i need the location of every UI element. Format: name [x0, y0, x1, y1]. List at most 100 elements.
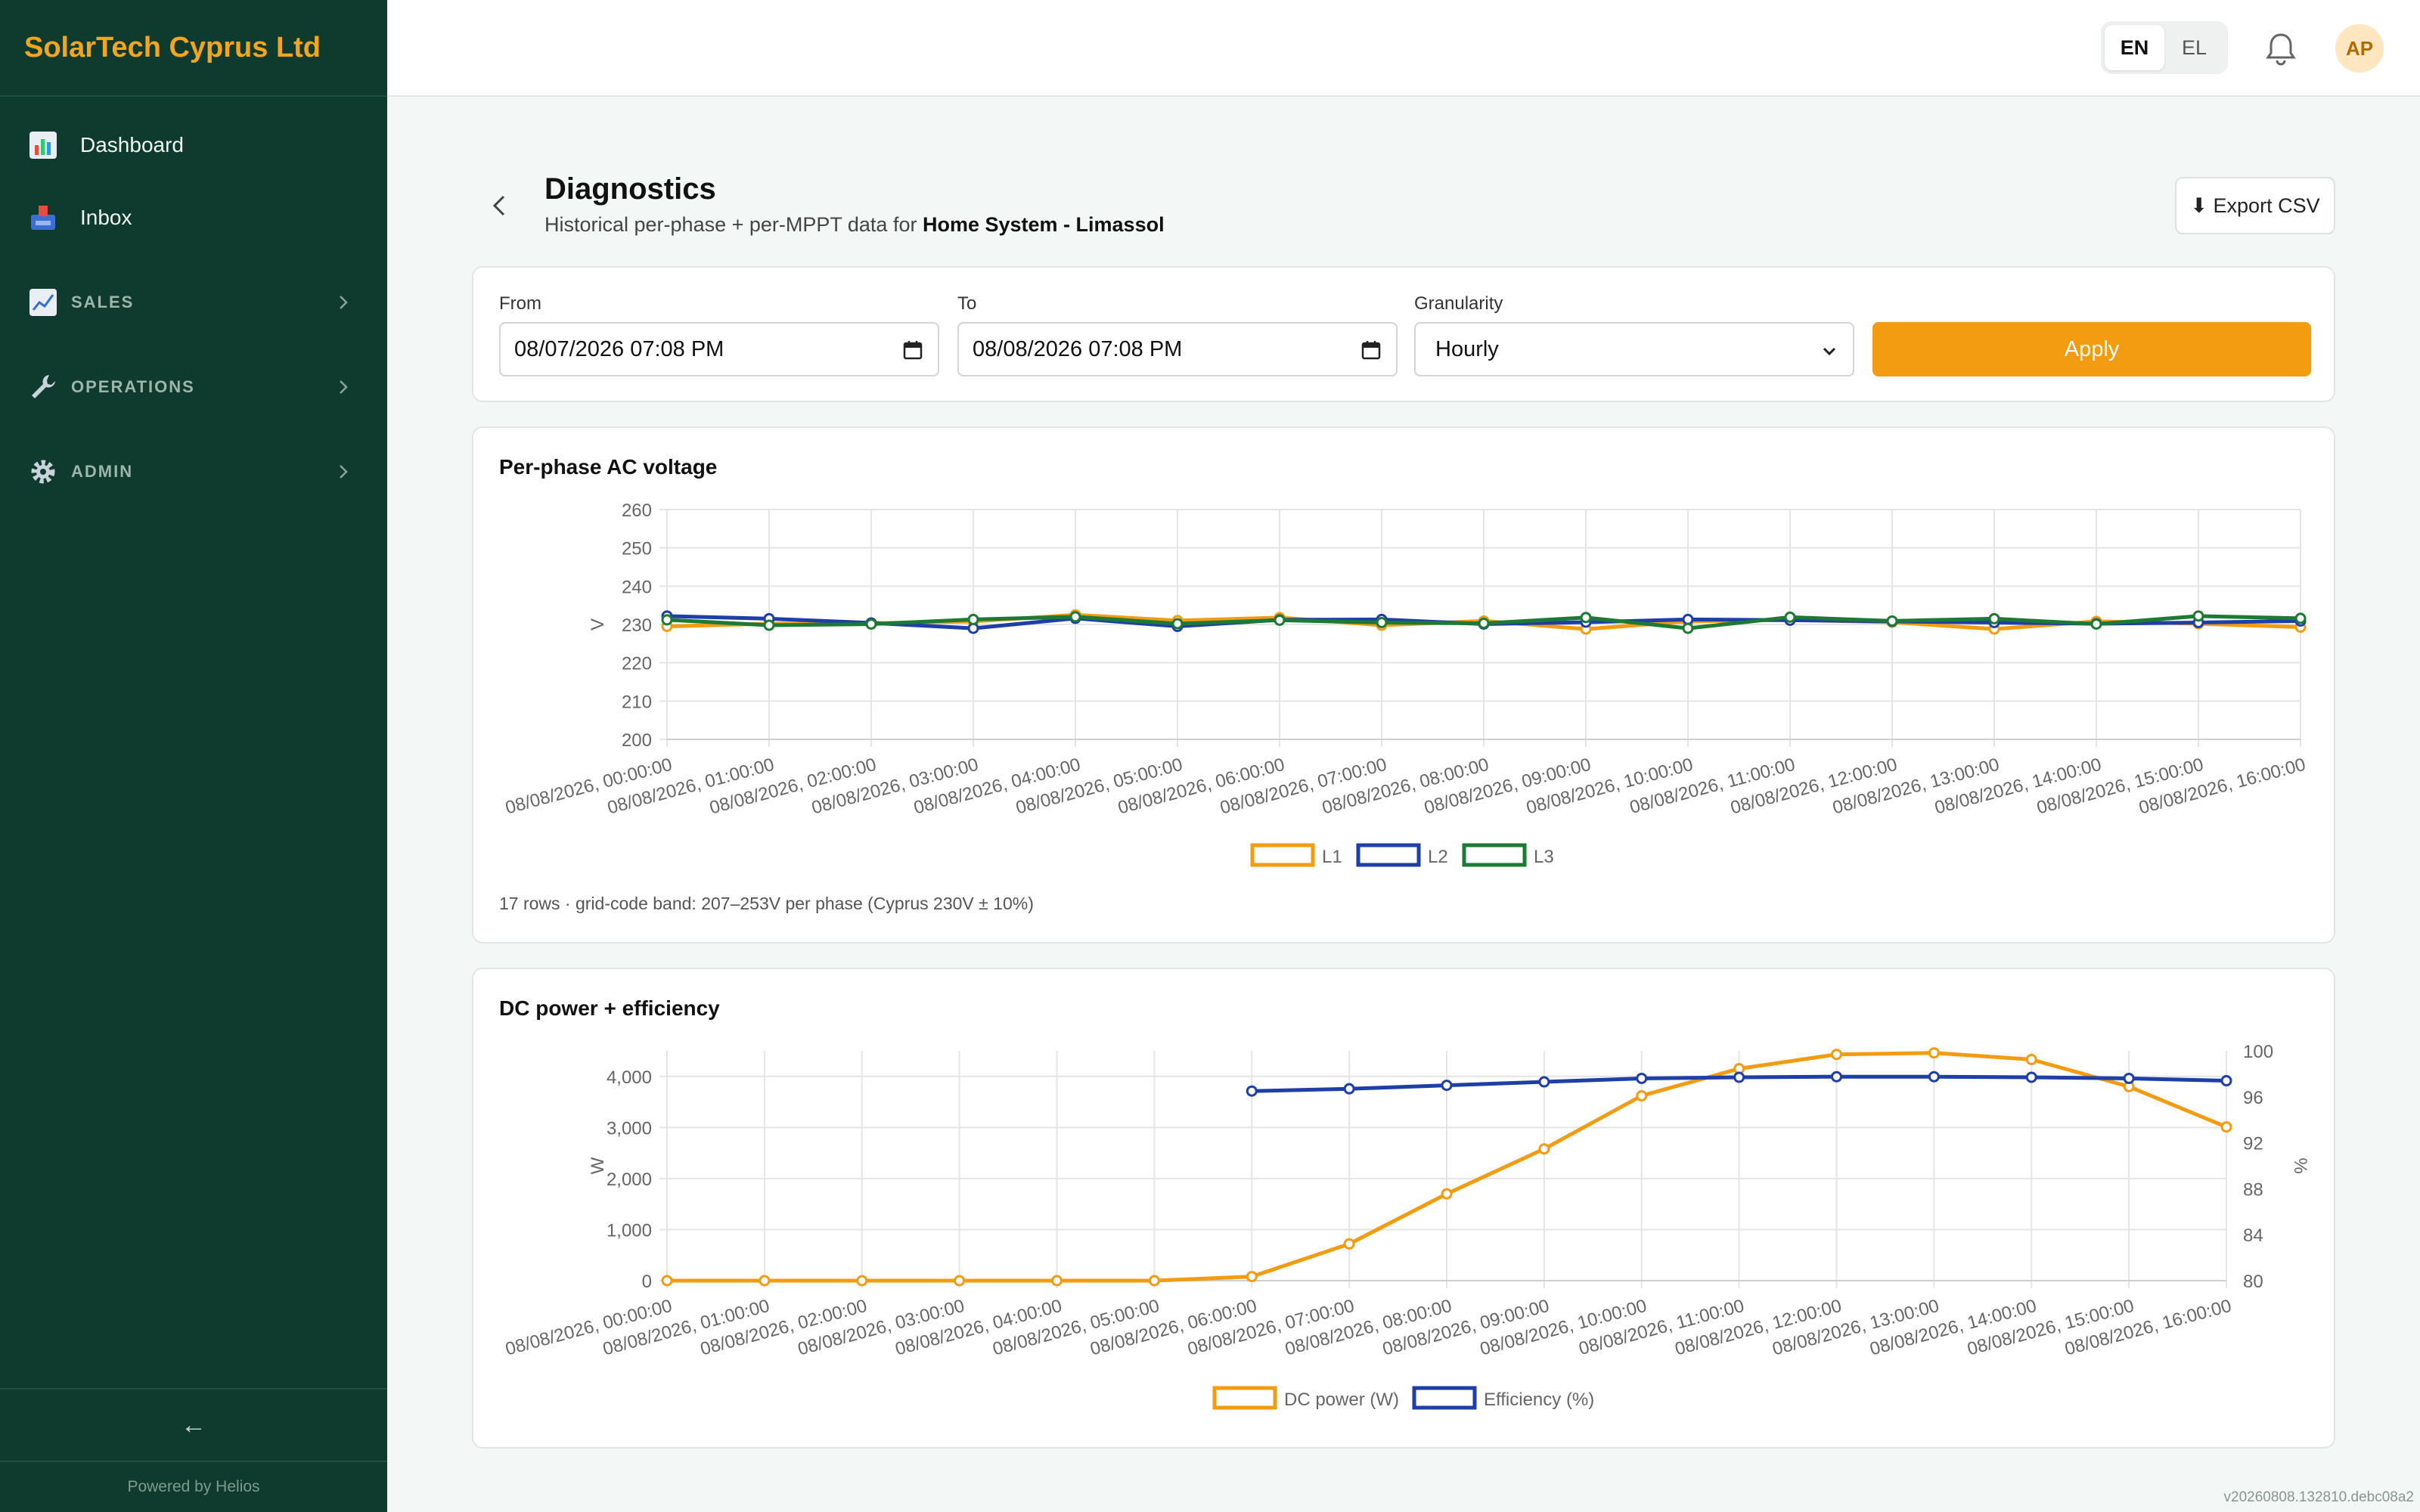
y-tick-label: 250: [622, 539, 652, 559]
page-title: Diagnostics: [544, 172, 716, 206]
collapse-sidebar-button[interactable]: ←: [0, 1388, 387, 1462]
from-label: From: [499, 293, 541, 314]
data-point: [1478, 617, 1490, 629]
data-point: [1051, 1275, 1063, 1287]
sidebar-section-label: ADMIN: [71, 462, 134, 481]
data-point: [759, 1275, 771, 1287]
data-point: [1441, 1188, 1453, 1200]
system-name: Home System - Limassol: [922, 213, 1165, 236]
data-point: [865, 618, 877, 630]
data-point: [1928, 1047, 1940, 1059]
y-axis-title: W: [588, 1157, 608, 1174]
y2-tick-label: 92: [2243, 1134, 2263, 1154]
y-tick-label: 3,000: [607, 1118, 652, 1139]
data-point: [2025, 1071, 2037, 1083]
data-point: [1928, 1070, 1940, 1083]
data-point: [1636, 1089, 1648, 1101]
language-switcher: EN EL: [2101, 21, 2228, 74]
sidebar-item-label: Dashboard: [80, 133, 184, 156]
back-button[interactable]: [484, 189, 514, 222]
data-point: [1246, 1085, 1258, 1097]
data-point: [1538, 1143, 1550, 1155]
y-tick-label: 230: [622, 615, 652, 636]
chevron-down-icon: [1820, 342, 1839, 361]
lang-en-button[interactable]: EN: [2105, 25, 2164, 70]
calendar-icon[interactable]: [1360, 339, 1382, 361]
y2-tick-label: 100: [2243, 1042, 2273, 1062]
y-tick-label: 200: [622, 730, 652, 751]
to-label: To: [957, 293, 977, 314]
data-point: [1733, 1071, 1745, 1083]
calendar-icon[interactable]: [901, 339, 924, 361]
data-point: [763, 619, 775, 631]
powered-by: Powered by Helios: [127, 1478, 260, 1495]
y2-axis-title: %: [2290, 1157, 2310, 1173]
legend-label: L3: [1534, 847, 1554, 867]
y-tick-label: 220: [622, 654, 652, 674]
version-label: v20260808.132810.debc08a2: [2223, 1489, 2414, 1505]
y-tick-label: 260: [622, 500, 652, 521]
card-title: Per-phase AC voltage: [499, 455, 718, 479]
data-point: [1538, 1076, 1550, 1088]
bell-icon[interactable]: [2261, 29, 2301, 68]
data-point: [1831, 1049, 1842, 1061]
data-point: [954, 1275, 966, 1287]
data-point: [2123, 1072, 2135, 1084]
legend-label: Efficiency (%): [1484, 1390, 1594, 1410]
sidebar-item-inbox[interactable]: Inbox: [0, 181, 387, 254]
sidebar-section-operations[interactable]: OPERATIONS: [0, 345, 387, 429]
sidebar-item-dashboard[interactable]: Dashboard: [0, 109, 387, 181]
granularity-select[interactable]: Hourly: [1414, 322, 1854, 376]
data-point: [1148, 1275, 1160, 1287]
legend-label: L1: [1322, 847, 1342, 867]
apply-button[interactable]: Apply: [1872, 322, 2311, 376]
data-point: [2090, 618, 2102, 630]
data-point: [1274, 614, 1286, 626]
lang-el-button[interactable]: EL: [2181, 36, 2207, 59]
voltage-chart-card: Per-phase AC voltage 200 210 220 230 240 250 2…: [472, 426, 2335, 943]
granularity-label: Granularity: [1414, 293, 1503, 314]
to-date-value: 08/08/2026 07:08 PM: [973, 336, 1183, 361]
data-point: [2220, 1075, 2232, 1087]
data-point: [2220, 1121, 2232, 1133]
sidebar-section-label: SALES: [71, 293, 135, 311]
data-point: [1682, 622, 1694, 634]
data-point: [1343, 1238, 1355, 1250]
y-tick-label: 240: [622, 577, 652, 597]
chart-note: 17 rows · grid-code band: 207–253V per p…: [499, 894, 1034, 913]
inbox-icon: [27, 202, 59, 234]
data-point: [1831, 1070, 1842, 1083]
from-date-input[interactable]: 08/07/2026 07:08 PM: [499, 322, 939, 376]
brand-logo[interactable]: SolarTech Cyprus Ltd: [0, 0, 387, 97]
legend-swatch: [1356, 843, 1421, 867]
avatar[interactable]: AP: [2335, 24, 2384, 73]
to-date-input[interactable]: 08/08/2026 07:08 PM: [957, 322, 1398, 376]
data-point: [1343, 1083, 1355, 1095]
legend-swatch: [1212, 1386, 1277, 1410]
granularity-value: Hourly: [1435, 336, 1499, 361]
data-point: [2025, 1053, 2037, 1065]
data-point: [1886, 615, 1898, 627]
sidebar-section-admin[interactable]: ADMIN: [0, 429, 387, 514]
from-date-value: 08/07/2026 07:08 PM: [514, 336, 724, 361]
sidebar-section-sales[interactable]: SALES: [0, 260, 387, 345]
legend-swatch: [1250, 843, 1315, 867]
data-point: [1069, 611, 1081, 623]
data-point: [1246, 1271, 1258, 1283]
page-subtitle: Historical per-phase + per-MPPT data for…: [544, 213, 1165, 237]
data-point: [2192, 610, 2204, 622]
y2-tick-label: 80: [2243, 1272, 2263, 1292]
data-point: [1171, 618, 1184, 630]
gear-icon: [27, 456, 59, 488]
data-point: [1580, 612, 1592, 624]
y-tick-label: 2,000: [607, 1170, 652, 1190]
y-tick-label: 1,000: [607, 1220, 652, 1241]
y-axis-title: V: [588, 618, 608, 631]
data-point: [661, 1275, 673, 1287]
filters-card: From 08/07/2026 07:08 PM To 08/08/2026 0…: [472, 266, 2335, 402]
subtitle-text: Historical per-phase + per-MPPT data for: [544, 213, 923, 236]
data-point: [2294, 612, 2307, 624]
export-csv-button[interactable]: ⬇ Export CSV: [2175, 177, 2335, 234]
data-point: [967, 613, 979, 625]
